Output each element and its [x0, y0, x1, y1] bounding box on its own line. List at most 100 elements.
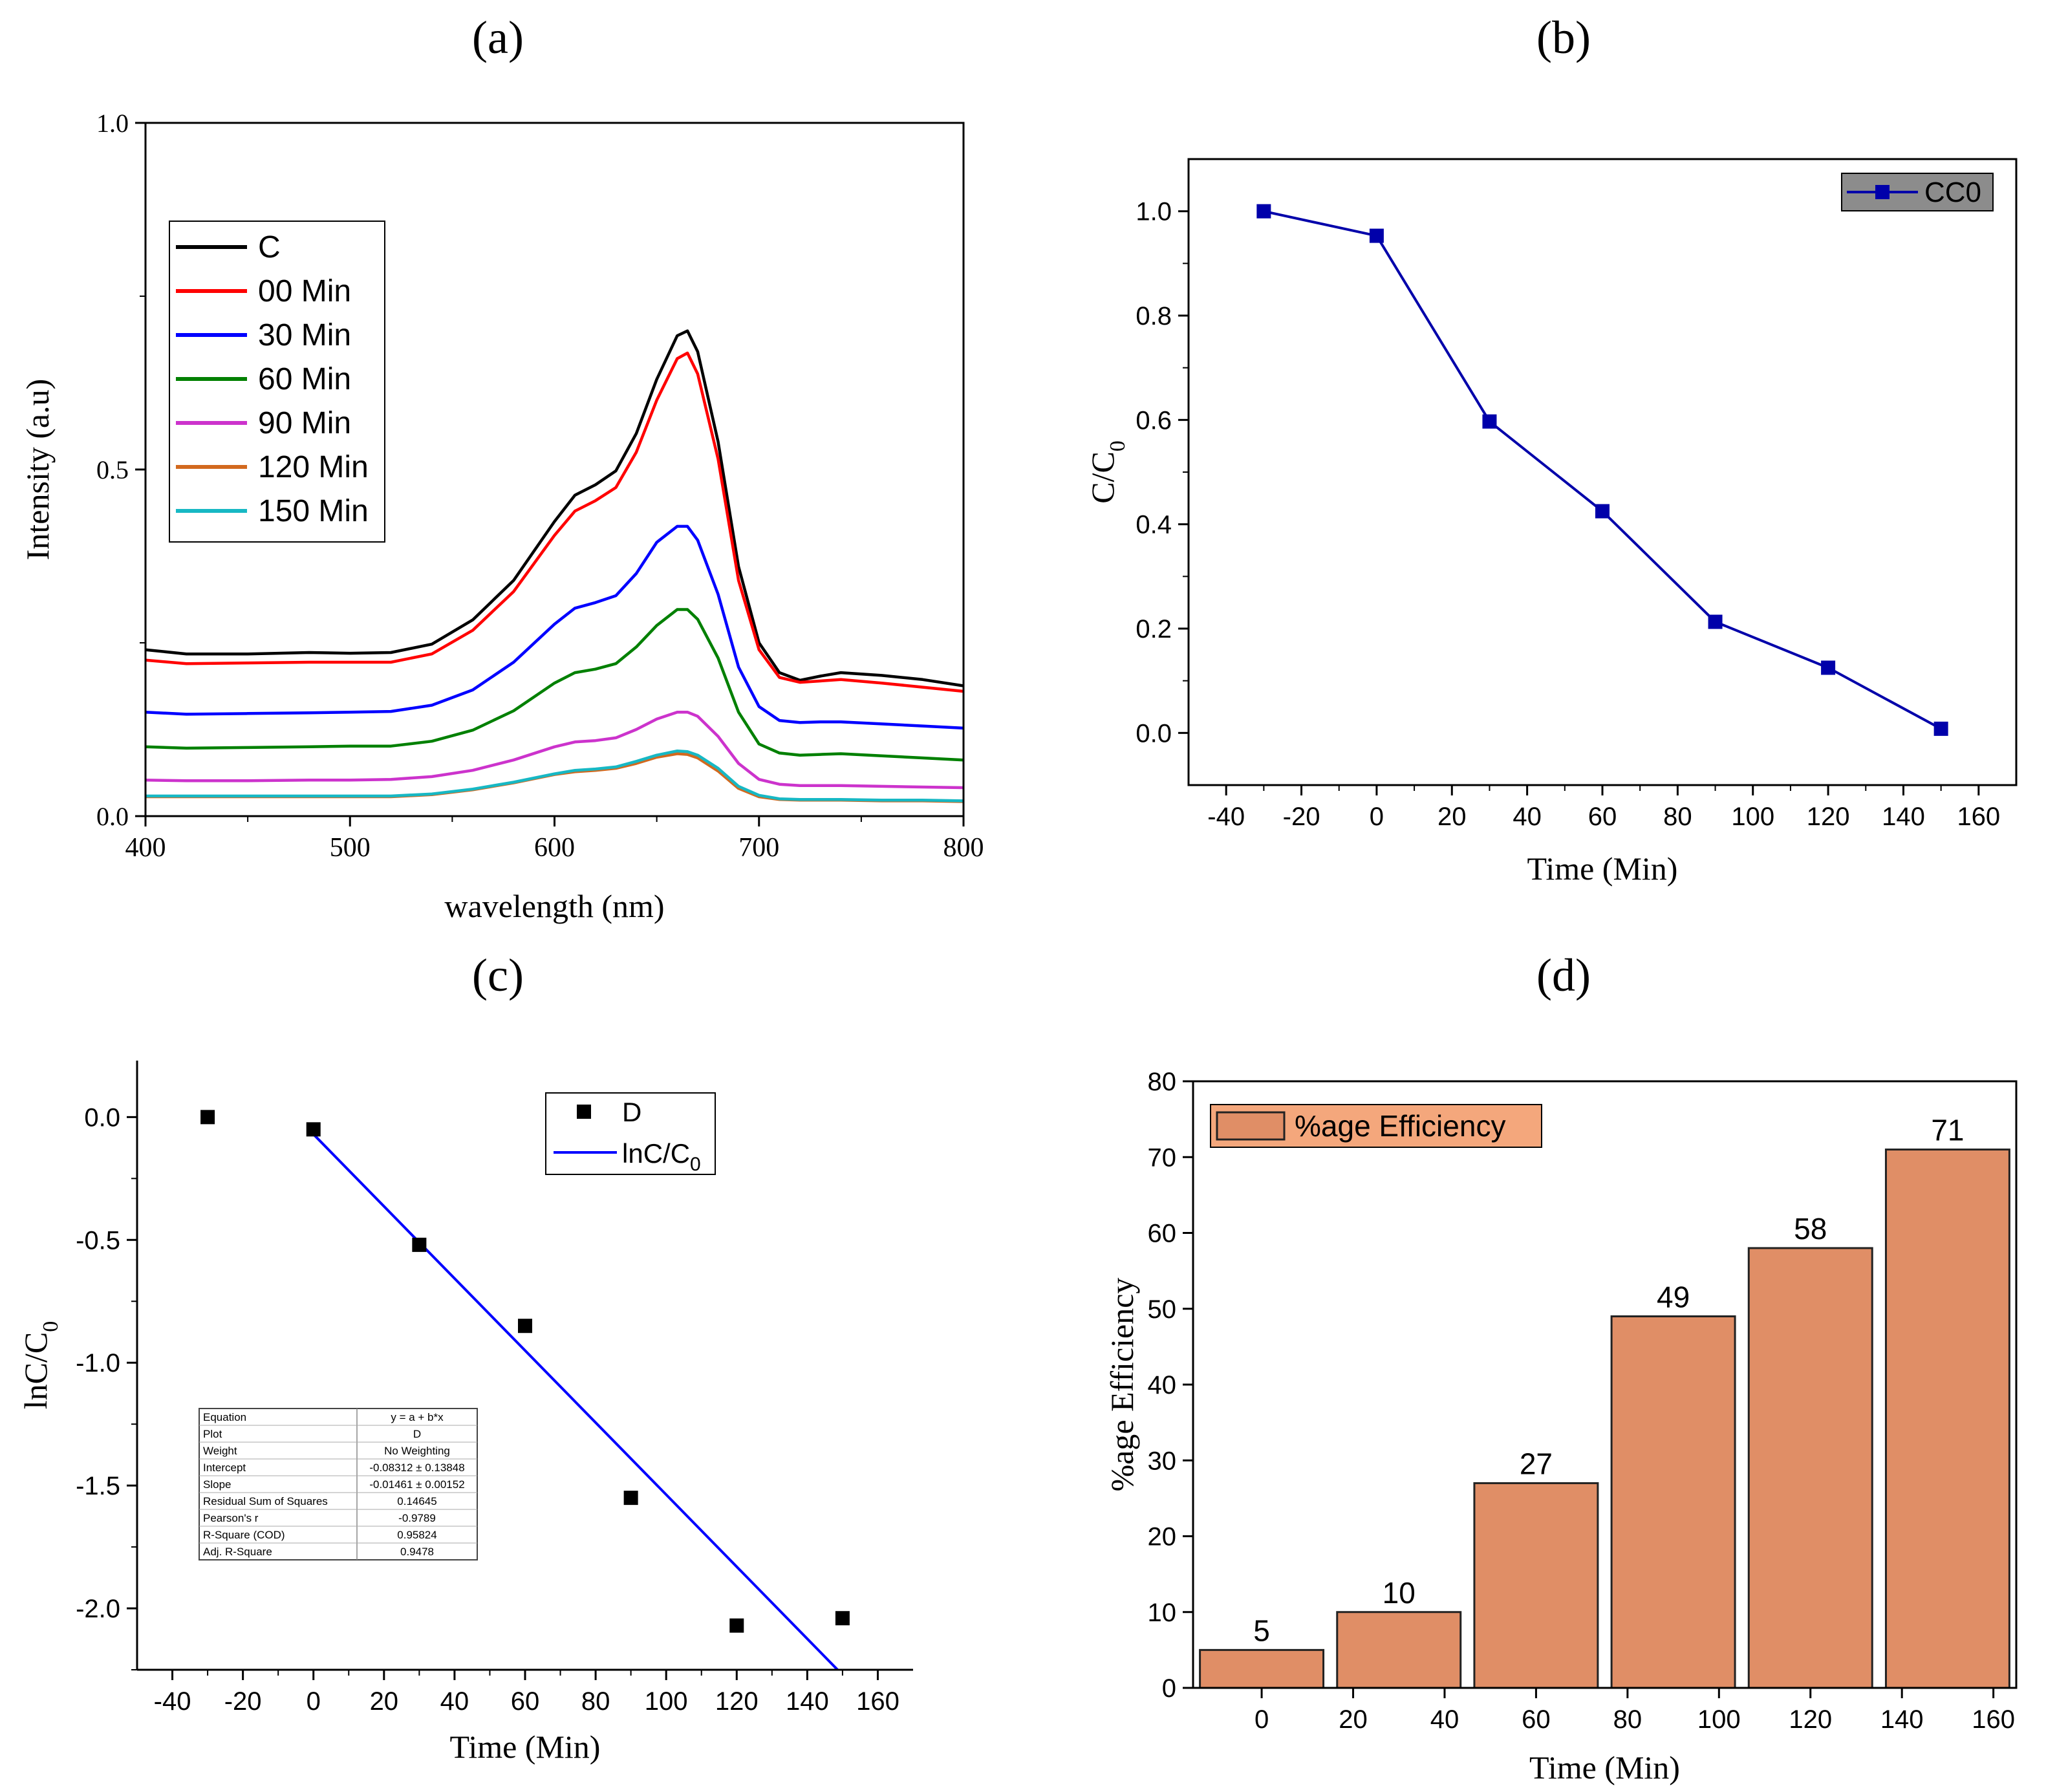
bar: [1336, 1611, 1462, 1689]
x-tick-label: 0: [307, 1687, 321, 1716]
y-tick-label: 0.5: [96, 455, 129, 484]
x-tick-label: 80: [1663, 803, 1692, 831]
bar: [1884, 1149, 2010, 1689]
chart-c: -40 -20 0 20 40 60 80 100 120 140 160 0.0 -0.5 -1.0 -1…: [17, 1061, 913, 1765]
x-tick-label: 160: [1957, 803, 2000, 831]
series-line-c: [145, 329, 964, 687]
legend-label: %age Efficiency: [1295, 1109, 1505, 1143]
x-tick-label: 20: [1339, 1705, 1368, 1734]
y-tick-label: 1.0: [1136, 198, 1172, 226]
y-tick-label: 0: [1162, 1674, 1176, 1703]
x-tick-label: 60: [1522, 1705, 1551, 1734]
data-point: [1708, 614, 1723, 629]
data-point: [835, 1611, 850, 1626]
y-axis-title-subscript: 0: [1106, 440, 1130, 451]
x-tick-label: 800: [943, 833, 984, 863]
y-axis-title: C/C0: [1084, 440, 1130, 504]
data-point: [1482, 414, 1497, 429]
y-axis-title: Intensity (a.u): [19, 379, 56, 560]
x-tick-label: 160: [1972, 1705, 2015, 1734]
y-tick-label: 0.4: [1136, 511, 1172, 539]
plot-b-frame: [1187, 158, 2018, 786]
x-tick-label: 40: [440, 1687, 469, 1716]
y-tick-label: 0.0: [1136, 719, 1172, 748]
x-tick-label: 40: [1513, 803, 1542, 831]
x-tick-label: 140: [1882, 803, 1925, 831]
y-tick-label: -1.5: [76, 1472, 120, 1500]
series-line-cc0: [1263, 210, 1942, 730]
chart-a: 400 500 600 700 800 0.0 0.5 1.0 wavelength (nm) I…: [19, 109, 984, 924]
y-tick-label: 10: [1148, 1599, 1177, 1627]
data-point: [1369, 228, 1384, 243]
y-axis-title: lnC/C0: [17, 1321, 63, 1409]
data-point: [1595, 504, 1610, 519]
x-tick-label: 160: [856, 1687, 899, 1716]
fit-table-key: Pearson's r: [203, 1512, 259, 1524]
fit-table-key: Intercept: [203, 1462, 246, 1474]
bar-value-label: 10: [1383, 1576, 1416, 1610]
x-axis-title: Time (Min): [1527, 850, 1678, 887]
fit-table-value: -0.9789: [398, 1512, 436, 1524]
legend-a-box: [169, 221, 385, 543]
x-tick-label: 40: [1430, 1705, 1459, 1734]
y-axis-title: %age Efficiency: [1104, 1278, 1140, 1492]
fit-table-value: No Weighting: [384, 1445, 450, 1457]
y-tick-label: 1.0: [96, 109, 129, 138]
fit-table-value: D: [413, 1428, 421, 1440]
fit-table-key: Adj. R-Square: [203, 1546, 272, 1558]
y-tick-label: 0.0: [96, 802, 129, 831]
bar-value-label: 27: [1520, 1447, 1553, 1480]
y-tick-label: 0.0: [84, 1103, 120, 1132]
x-tick-label: 500: [330, 833, 371, 863]
x-tick-label: 60: [1588, 803, 1617, 831]
x-tick-label: 400: [125, 833, 166, 863]
fit-table-value: y = a + b*x: [391, 1411, 444, 1423]
series-line-00-min: [145, 351, 964, 693]
chart-d: 5 10 27 49 58 71 0 20 40 60 80 100 120 140 160 0 10 20 30 4…: [1104, 1068, 2018, 1786]
x-tick-label: 120: [1807, 803, 1850, 831]
y-axis-title-text: %age Efficiency: [1104, 1278, 1140, 1492]
legend-swatch-marker: [577, 1105, 591, 1119]
x-tick-label: 100: [1731, 803, 1774, 831]
x-tick-label: -40: [1207, 803, 1245, 831]
bar: [1610, 1315, 1736, 1689]
y-axis-title-text: lnC/C: [17, 1332, 54, 1409]
y-axis-title-text: Intensity (a.u): [19, 379, 56, 560]
y-tick-label: 70: [1148, 1143, 1177, 1172]
x-tick-label: 140: [1880, 1705, 1924, 1734]
panel-c-label: (c): [472, 949, 524, 1001]
chart-b: -40 -20 0 20 40 60 80 100 120 140 160 0.0 0.2 0.4 0.6 0…: [1084, 158, 2018, 887]
fit-table-value: 0.9478: [400, 1546, 434, 1558]
data-point: [518, 1319, 532, 1333]
panel-d-label: (d): [1536, 949, 1591, 1001]
x-tick-label: 20: [1438, 803, 1467, 831]
x-tick-label: -20: [224, 1687, 262, 1716]
fit-table-key: Equation: [203, 1411, 246, 1423]
legend-label: 60 Min: [258, 362, 351, 396]
legend-label-text: lnC/C: [622, 1138, 690, 1169]
legend-c-box: [545, 1092, 716, 1175]
x-axis-title: wavelength (nm): [444, 888, 664, 924]
bar-value-label: 71: [1931, 1114, 1964, 1147]
fit-table-value: -0.01461 ± 0.00152: [369, 1478, 464, 1491]
x-tick-label: 0: [1370, 803, 1384, 831]
x-tick-label: 60: [511, 1687, 540, 1716]
data-point: [412, 1237, 427, 1252]
x-tick-label: -20: [1283, 803, 1320, 831]
data-point: [306, 1122, 321, 1137]
series-line-120-min: [145, 752, 964, 803]
x-tick-label: 80: [581, 1687, 610, 1716]
x-tick-label: 100: [645, 1687, 688, 1716]
series-line-60-min: [145, 608, 964, 762]
fit-table-key: Plot: [203, 1428, 222, 1440]
fit-table: [199, 1408, 478, 1560]
x-tick-label: 100: [1697, 1705, 1741, 1734]
data-point: [1933, 721, 1948, 736]
legend-a: C 00 Min 30 Min 60 Min 90 Min 120 Min 150 Min: [169, 221, 385, 543]
bar: [1199, 1648, 1325, 1689]
data-point: [200, 1110, 215, 1125]
x-tick-label: 140: [786, 1687, 829, 1716]
y-tick-label: 40: [1148, 1371, 1177, 1399]
fit-table-value: -0.08312 ± 0.13848: [369, 1462, 464, 1474]
legend-label: lnC/C0: [622, 1138, 701, 1175]
